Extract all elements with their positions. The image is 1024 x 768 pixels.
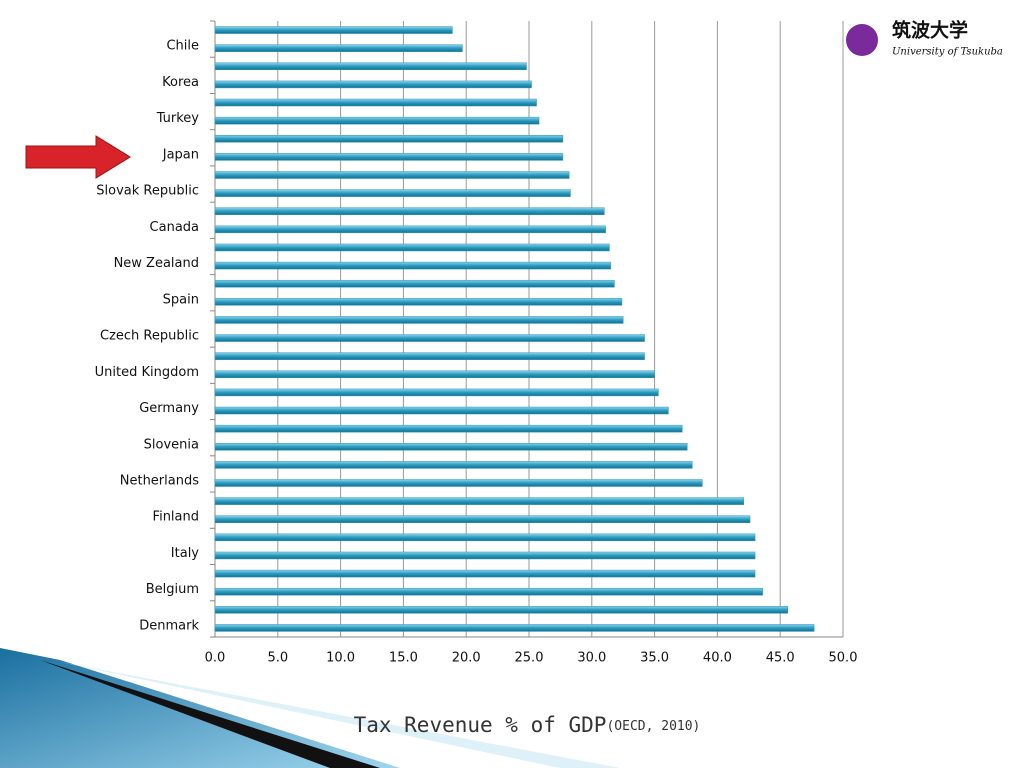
logo: 筑波大学 University of Tsukuba xyxy=(846,19,1003,58)
bar xyxy=(214,261,611,270)
y-tick-label: Netherlands xyxy=(120,474,199,489)
bar xyxy=(214,225,606,234)
bar xyxy=(214,388,659,397)
bar xyxy=(214,443,688,451)
logo-emblem xyxy=(846,24,878,56)
bar xyxy=(214,116,540,125)
y-tick-label: Japan xyxy=(162,147,199,162)
x-tick-label: 20.0 xyxy=(452,651,481,666)
bar xyxy=(214,80,532,89)
x-tick-label: 30.0 xyxy=(577,651,606,666)
bar xyxy=(214,298,623,306)
swoosh-light xyxy=(60,662,620,768)
y-tick-label: Korea xyxy=(162,75,199,90)
subtitle: (OECD, 2010) xyxy=(606,719,700,734)
x-tick-label: 25.0 xyxy=(515,651,544,666)
swoosh xyxy=(0,648,400,768)
logo-name: 筑波大学 xyxy=(892,19,968,42)
y-tick-label: New Zealand xyxy=(114,256,199,271)
bar xyxy=(214,26,453,34)
bar xyxy=(214,569,756,578)
bar xyxy=(214,334,645,342)
title: Tax Revenue % of GDP xyxy=(354,713,607,737)
bar xyxy=(214,461,693,469)
y-tick-label: Denmark xyxy=(139,618,199,633)
y-tick-label: Slovak Republic xyxy=(96,184,199,199)
bar xyxy=(214,171,570,179)
y-tick-label: United Kingdom xyxy=(95,365,199,380)
bar xyxy=(214,606,788,614)
bar xyxy=(214,98,537,107)
logo-subname: University of Tsukuba xyxy=(892,47,1003,58)
x-tick-label: 35.0 xyxy=(640,651,669,666)
bar xyxy=(214,370,655,379)
bar xyxy=(214,243,610,252)
bar xyxy=(214,587,763,596)
y-tick-label: Turkey xyxy=(156,111,200,126)
bar xyxy=(214,624,815,632)
x-tick-label: 40.0 xyxy=(703,651,732,666)
x-tick-label: 10.0 xyxy=(326,651,355,666)
y-tick-label: Finland xyxy=(153,510,199,525)
y-tick-label: Slovenia xyxy=(144,437,199,452)
bar xyxy=(214,207,605,215)
x-tick-label: 50.0 xyxy=(829,651,858,666)
y-tick-label: Canada xyxy=(150,220,199,235)
x-tick-label: 15.0 xyxy=(389,651,418,666)
arrow xyxy=(25,135,131,179)
x-tick-label: 5.0 xyxy=(267,651,288,666)
y-tick-label: Chile xyxy=(166,39,199,54)
y-tick-label: Italy xyxy=(171,546,200,561)
x-tick-label: 45.0 xyxy=(766,651,795,666)
bar xyxy=(214,424,683,433)
bar xyxy=(214,352,645,360)
bar xyxy=(214,62,527,71)
bar xyxy=(214,135,564,143)
y-tick-label: Czech Republic xyxy=(100,329,199,344)
bar xyxy=(214,497,745,505)
bar xyxy=(214,153,564,161)
y-tick-label: Germany xyxy=(139,401,199,416)
bar xyxy=(214,316,624,324)
bar xyxy=(214,533,756,542)
bar xyxy=(214,515,751,523)
y-tick-label: Spain xyxy=(163,292,199,307)
bar xyxy=(214,406,669,415)
x-tick-label: 0.0 xyxy=(205,651,226,666)
bar xyxy=(214,189,571,197)
bar xyxy=(214,479,703,487)
chart-title: Tax Revenue % of GDP(OECD, 2010) xyxy=(354,713,701,737)
bar xyxy=(214,551,756,560)
bar xyxy=(214,279,615,288)
y-tick-label: Belgium xyxy=(146,582,199,597)
swoosh-dark xyxy=(40,660,380,768)
bar xyxy=(214,44,463,52)
